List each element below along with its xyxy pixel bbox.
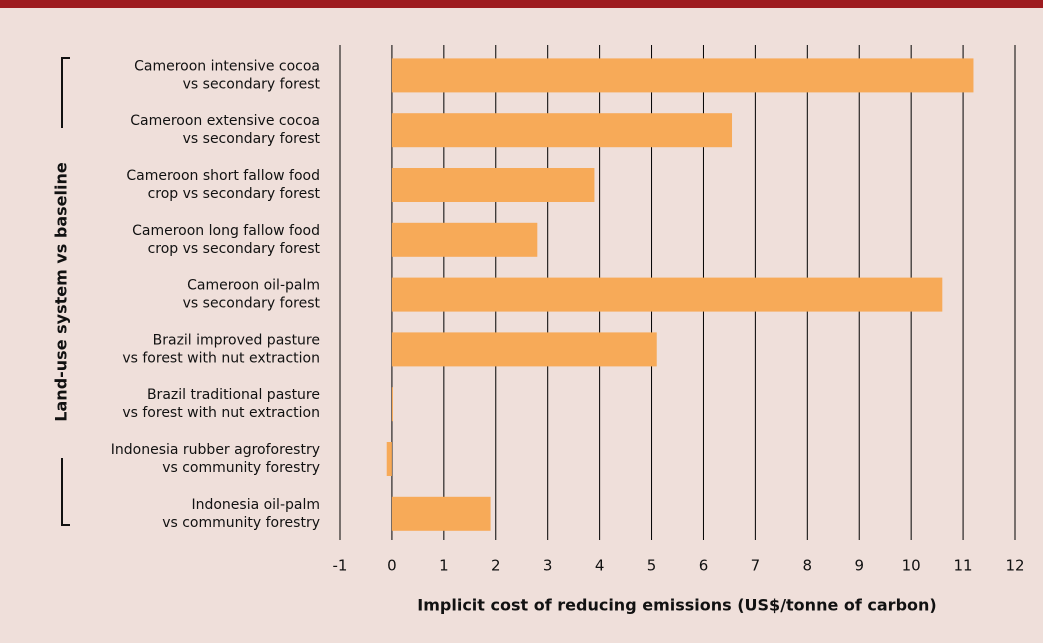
- y-tick-label: crop vs secondary forest: [148, 186, 321, 202]
- bar: [391, 387, 393, 422]
- y-tick-label: vs community forestry: [162, 460, 320, 476]
- y-axis-label: Land-use system vs baseline: [52, 162, 71, 422]
- y-tick-label: vs community forestry: [162, 515, 320, 531]
- y-tick-label: Cameroon extensive cocoa: [130, 113, 320, 129]
- bar: [391, 168, 595, 202]
- x-tick-label: 1: [439, 557, 449, 575]
- x-tick-label: 9: [854, 557, 864, 575]
- x-tick-label: 3: [543, 557, 553, 575]
- x-tick-label: 11: [954, 557, 973, 575]
- x-tick-label: 10: [902, 557, 921, 575]
- y-tick-label: Brazil traditional pasture: [147, 387, 320, 403]
- bracket-top: [61, 57, 70, 128]
- x-tick-label: 4: [595, 557, 605, 575]
- bar: [391, 277, 943, 312]
- y-tick-label: Cameroon intensive cocoa: [134, 58, 320, 74]
- bracket-bottom: [61, 458, 70, 526]
- y-tick-label: Cameroon oil-palm: [187, 278, 320, 294]
- y-tick-label: Indonesia rubber agroforestry: [111, 442, 320, 458]
- x-tick-label: -1: [333, 557, 348, 575]
- bar: [391, 332, 657, 367]
- bar: [386, 442, 392, 476]
- y-tick-label: Cameroon short fallow food: [126, 168, 320, 184]
- y-tick-label: crop vs secondary forest: [148, 241, 321, 257]
- y-tick-label: Indonesia oil-palm: [191, 497, 320, 513]
- y-tick-label: vs forest with nut extraction: [122, 405, 320, 421]
- header-bar: [0, 0, 1043, 8]
- bar: [391, 113, 733, 148]
- x-tick-label: 6: [699, 557, 709, 575]
- bar: [391, 222, 538, 257]
- y-tick-label: vs secondary forest: [183, 76, 321, 92]
- y-tick-label: vs secondary forest: [183, 131, 321, 147]
- x-tick-label: 0: [387, 557, 397, 575]
- y-tick-label: Cameroon long fallow food: [132, 223, 320, 239]
- x-axis-label: Implicit cost of reducing emissions (US$…: [417, 596, 936, 615]
- y-tick-label: vs forest with nut extraction: [122, 350, 320, 366]
- x-tick-label: 12: [1005, 557, 1024, 575]
- x-tick-label: 8: [803, 557, 813, 575]
- x-tick-label: 7: [751, 557, 761, 575]
- y-tick-label: vs secondary forest: [183, 296, 321, 312]
- bar: [391, 496, 491, 531]
- y-tick-label: Brazil improved pasture: [153, 332, 320, 348]
- x-tick-label: 2: [491, 557, 501, 575]
- bracket: [61, 57, 70, 526]
- x-tick-label: 5: [647, 557, 657, 575]
- bar: [391, 58, 974, 93]
